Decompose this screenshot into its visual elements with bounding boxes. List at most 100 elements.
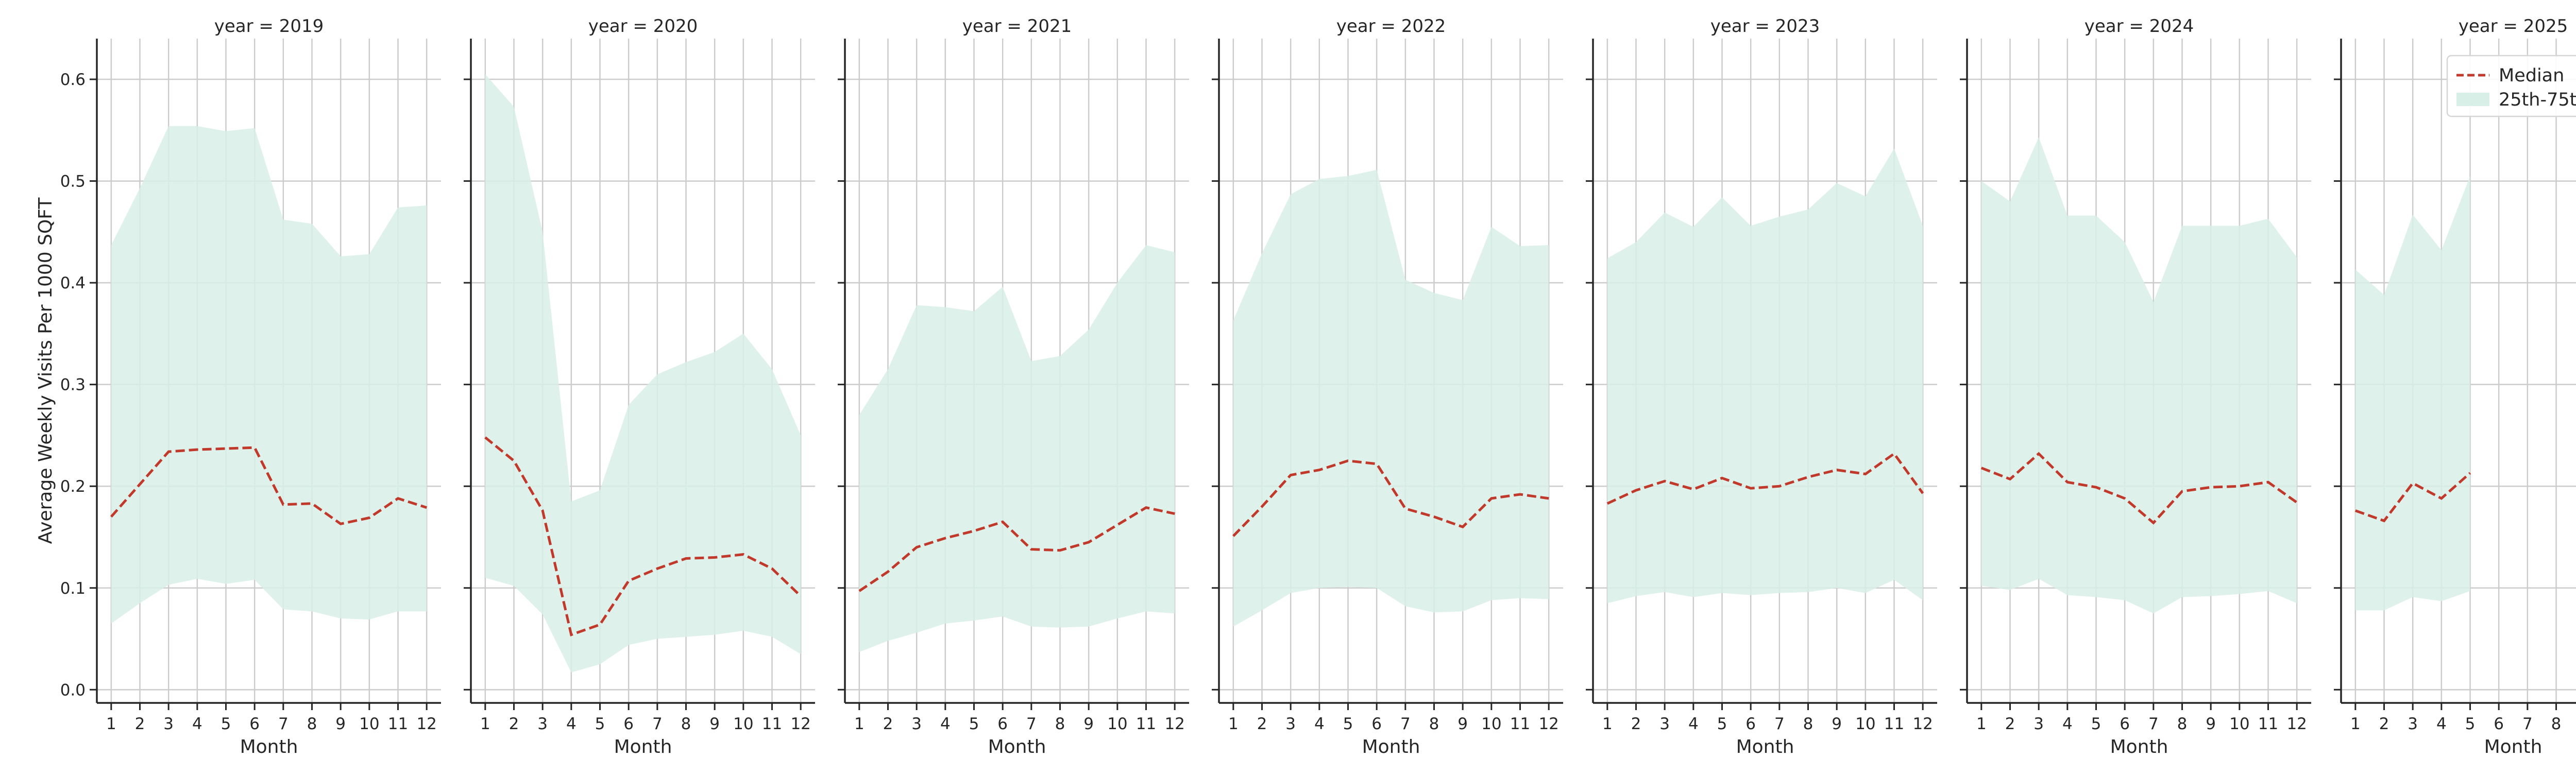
panel-title: year = 2022 xyxy=(1336,16,1446,37)
y-axis-label: Average Weekly Visits Per 1000 SQFT xyxy=(35,197,56,544)
x-tick-label: 6 xyxy=(2494,715,2504,733)
x-tick-label: 2 xyxy=(1631,715,1641,733)
panel-title: year = 2019 xyxy=(214,16,324,37)
x-tick-label: 12 xyxy=(790,715,810,733)
x-tick-label: 3 xyxy=(1659,715,1670,733)
y-tick-label: 0.3 xyxy=(60,376,86,394)
panel-title: year = 2025 xyxy=(2459,16,2568,37)
panel-title: year = 2021 xyxy=(962,16,1072,37)
y-tick-label: 0.2 xyxy=(60,477,86,496)
x-tick-label: 5 xyxy=(1717,715,1727,733)
y-tick-label: 0.5 xyxy=(60,173,86,191)
percentile-band xyxy=(111,126,427,624)
x-tick-label: 4 xyxy=(566,715,577,733)
x-tick-label: 7 xyxy=(278,715,289,733)
x-tick-label: 6 xyxy=(2120,715,2130,733)
x-tick-label: 6 xyxy=(623,715,634,733)
x-tick-label: 2 xyxy=(883,715,893,733)
legend-band-swatch xyxy=(2456,93,2489,106)
x-tick-label: 6 xyxy=(249,715,260,733)
x-tick-label: 1 xyxy=(106,715,116,733)
x-tick-label: 9 xyxy=(1458,715,1468,733)
legend-band-label: 25th-75th Percentile xyxy=(2499,90,2576,110)
x-tick-label: 1 xyxy=(854,715,865,733)
x-tick-label: 8 xyxy=(307,715,317,733)
x-tick-label: 4 xyxy=(1314,715,1325,733)
x-tick-label: 2 xyxy=(1257,715,1267,733)
x-tick-label: 7 xyxy=(1400,715,1411,733)
x-tick-label: 1 xyxy=(1228,715,1239,733)
x-tick-label: 3 xyxy=(1285,715,1296,733)
x-tick-label: 8 xyxy=(1055,715,1065,733)
x-tick-label: 9 xyxy=(335,715,346,733)
x-tick-label: 4 xyxy=(2062,715,2073,733)
x-tick-label: 10 xyxy=(733,715,753,733)
x-tick-label: 3 xyxy=(2033,715,2044,733)
x-tick-label: 7 xyxy=(1026,715,1037,733)
x-tick-label: 10 xyxy=(2229,715,2249,733)
x-tick-label: 5 xyxy=(1343,715,1353,733)
x-axis-label: Month xyxy=(988,736,1046,757)
x-axis-label: Month xyxy=(2484,736,2543,757)
x-tick-label: 11 xyxy=(1884,715,1904,733)
x-tick-label: 3 xyxy=(2408,715,2418,733)
x-tick-label: 10 xyxy=(1855,715,1875,733)
percentile-band xyxy=(485,74,801,673)
panel-title: year = 2024 xyxy=(2084,16,2194,37)
x-tick-label: 12 xyxy=(2286,715,2307,733)
x-tick-label: 11 xyxy=(762,715,782,733)
x-tick-label: 2 xyxy=(135,715,145,733)
x-tick-label: 3 xyxy=(163,715,174,733)
x-tick-label: 4 xyxy=(192,715,202,733)
x-tick-label: 12 xyxy=(1912,715,1933,733)
percentile-band xyxy=(1981,137,2297,614)
legend-median-label: Median xyxy=(2499,65,2564,86)
x-tick-label: 12 xyxy=(1538,715,1558,733)
x-tick-label: 6 xyxy=(1371,715,1382,733)
panel-title: year = 2023 xyxy=(1710,16,1820,37)
x-tick-label: 5 xyxy=(2465,715,2476,733)
x-axis-label: Month xyxy=(2110,736,2168,757)
x-axis-label: Month xyxy=(1362,736,1420,757)
percentile-band xyxy=(2355,176,2470,610)
x-tick-label: 5 xyxy=(2091,715,2102,733)
legend: Median 25th-75th Percentile xyxy=(2447,56,2576,116)
x-axis-label: Month xyxy=(1736,736,1794,757)
x-tick-label: 3 xyxy=(911,715,922,733)
y-tick-label: 0.0 xyxy=(60,681,86,699)
percentile-band xyxy=(1233,170,1549,627)
x-tick-label: 3 xyxy=(537,715,548,733)
x-tick-label: 11 xyxy=(2258,715,2278,733)
y-tick-label: 0.4 xyxy=(60,274,86,292)
x-tick-label: 7 xyxy=(1774,715,1785,733)
x-tick-label: 5 xyxy=(969,715,979,733)
percentile-band xyxy=(859,245,1175,652)
x-tick-label: 8 xyxy=(1803,715,1814,733)
y-tick-label: 0.6 xyxy=(60,71,86,89)
x-tick-label: 1 xyxy=(2350,715,2361,733)
panel-title: year = 2020 xyxy=(588,16,698,37)
x-tick-label: 8 xyxy=(2551,715,2562,733)
x-axis-label: Month xyxy=(614,736,672,757)
x-tick-label: 2 xyxy=(509,715,519,733)
x-tick-label: 7 xyxy=(2148,715,2159,733)
y-tick-label: 0.1 xyxy=(60,579,86,598)
x-tick-label: 9 xyxy=(1832,715,1842,733)
x-tick-label: 10 xyxy=(1481,715,1501,733)
x-tick-label: 2 xyxy=(2379,715,2389,733)
x-tick-label: 10 xyxy=(1107,715,1127,733)
x-tick-label: 9 xyxy=(2206,715,2216,733)
x-tick-label: 6 xyxy=(997,715,1008,733)
x-tick-label: 8 xyxy=(681,715,691,733)
x-tick-label: 5 xyxy=(221,715,231,733)
x-tick-label: 9 xyxy=(1083,715,1094,733)
x-tick-label: 8 xyxy=(2177,715,2188,733)
percentile-band xyxy=(1607,148,1923,603)
